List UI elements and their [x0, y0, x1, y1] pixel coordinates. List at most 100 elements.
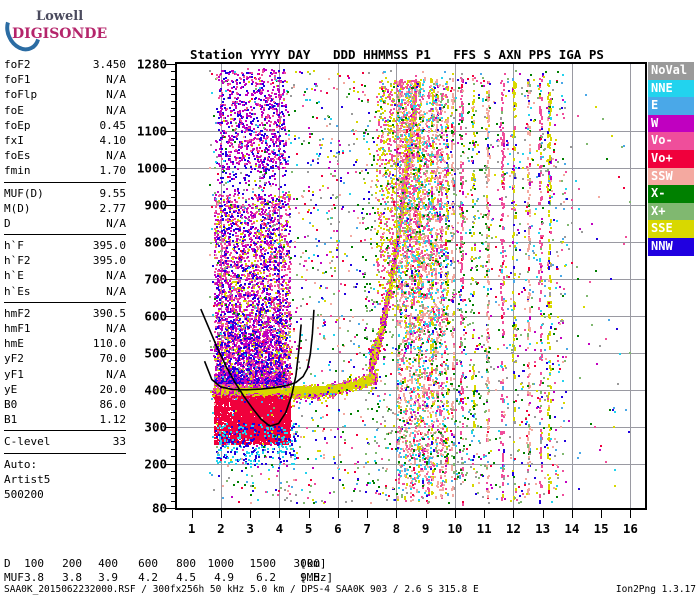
echo-point	[300, 398, 302, 400]
parameter-key: B1	[4, 412, 17, 427]
y-axis-tick	[171, 226, 177, 228]
y-axis-tick	[166, 315, 177, 317]
ionogram-plot-area	[175, 62, 647, 510]
y-axis-tick	[171, 145, 177, 147]
y-axis-tick	[171, 471, 177, 472]
y-axis-tick	[171, 271, 177, 273]
y-axis-tick	[171, 419, 177, 421]
parameter-value: 0.45	[100, 118, 127, 133]
y-axis-tick	[171, 478, 177, 480]
y-axis-tick-label: 1000	[137, 160, 167, 175]
scaled-parameters-panel: foF2 3.450 foF1 N/A foFlp N/A foE N/A foEp 0.45 fx…	[4, 57, 128, 502]
gridline-vertical	[572, 64, 573, 508]
y-axis-tick	[171, 411, 177, 413]
parameter-key: h`F2	[4, 253, 31, 268]
echo-point	[321, 395, 323, 397]
y-axis-tick-label: 200	[144, 456, 167, 471]
parameter-key: fmin	[4, 163, 31, 178]
y-axis-tick	[171, 374, 177, 376]
parameter-key: yF2	[4, 351, 24, 366]
parameter-value: 1.12	[100, 412, 127, 427]
y-axis-tick	[171, 337, 177, 339]
y-axis-ticks	[165, 55, 177, 517]
parameter-key: foF1	[4, 72, 31, 87]
y-axis-tick	[171, 175, 177, 176]
y-axis-tick	[166, 130, 177, 132]
parameter-row: foFlp N/A	[4, 87, 128, 102]
y-axis-tick	[171, 286, 177, 287]
parameter-value: 2.77	[100, 201, 127, 216]
echo-point	[296, 401, 298, 403]
parameter-group-divider	[4, 234, 126, 236]
y-axis-tick	[166, 204, 177, 206]
y-axis-tick	[171, 441, 177, 443]
auto-label: Auto:	[4, 457, 128, 472]
parameter-value: 1.70	[100, 163, 127, 178]
y-axis-tick	[166, 389, 177, 391]
gridline-vertical	[338, 64, 339, 508]
y-axis-tick	[171, 382, 177, 384]
parameter-value: N/A	[106, 268, 126, 283]
parameter-key: yF1	[4, 367, 24, 382]
y-axis-tick	[171, 323, 177, 324]
gridline-vertical	[513, 64, 514, 508]
parameter-row: h`F 395.0	[4, 238, 128, 253]
parameter-group-divider	[4, 181, 126, 183]
y-axis-tick	[171, 108, 177, 110]
y-axis-tick-label: 600	[144, 308, 167, 323]
gridline-horizontal	[177, 316, 645, 317]
parameter-value: 9.55	[100, 186, 127, 201]
y-axis-tick	[166, 508, 177, 509]
parameter-value: 390.5	[93, 306, 126, 321]
parameter-value: N/A	[106, 367, 126, 382]
parameter-row: yF2 70.0	[4, 351, 128, 366]
parameter-key: foEp	[4, 118, 31, 133]
y-axis-tick	[171, 404, 177, 406]
parameter-row: foF2 3.450	[4, 57, 128, 72]
gridline-horizontal	[177, 427, 645, 428]
parameter-row: B1 1.12	[4, 412, 128, 427]
y-axis-tick	[171, 263, 177, 265]
y-axis-tick	[171, 182, 177, 184]
parameter-key: hmF1	[4, 321, 31, 336]
parameter-row: foEs N/A	[4, 148, 128, 163]
parameter-key: foEs	[4, 148, 31, 163]
parameter-value: 3.450	[93, 57, 126, 72]
parameter-value: 86.0	[100, 397, 127, 412]
echo-point	[376, 376, 378, 378]
parameter-key: M(D)	[4, 201, 31, 216]
y-axis-tick	[171, 219, 177, 221]
y-axis-tick	[171, 189, 177, 191]
parameter-key: D	[4, 216, 11, 231]
echo-point	[312, 397, 314, 399]
parameter-row: foF1 N/A	[4, 72, 128, 87]
y-axis-labels: 80 200 300 400 500 600 700 800 900 1000 1100 1280	[128, 55, 175, 517]
parameter-value: N/A	[106, 72, 126, 87]
y-axis-tick	[171, 78, 177, 80]
y-axis-tick	[171, 71, 177, 73]
lowell-digisonde-logo: Lowell DIGISONDE	[0, 4, 126, 58]
y-axis-tick	[171, 234, 177, 236]
y-axis-tick	[166, 241, 177, 243]
parameter-row: C-level 33	[4, 434, 128, 449]
y-axis-tick	[171, 456, 177, 458]
y-axis-tick	[171, 434, 177, 435]
parameter-key: h`Es	[4, 284, 31, 299]
y-axis-tick-label: 700	[144, 271, 167, 286]
parameter-key: C-level	[4, 434, 50, 449]
y-axis-tick	[166, 463, 177, 465]
auto-code: 500200	[4, 487, 128, 502]
y-axis-tick	[171, 115, 177, 117]
echo-point	[350, 378, 352, 380]
parameter-key: foFlp	[4, 87, 37, 102]
auto-method: Artist5	[4, 472, 128, 487]
parameter-value: N/A	[106, 216, 126, 231]
parameter-row: hmE 110.0	[4, 336, 128, 351]
y-axis-tick	[171, 197, 177, 199]
parameter-row: hmF1 N/A	[4, 321, 128, 336]
parameter-key: hmF2	[4, 306, 31, 321]
logo-lowell-text: Lowell	[36, 9, 83, 24]
gridline-vertical	[279, 64, 280, 508]
gridline-vertical	[455, 64, 456, 508]
